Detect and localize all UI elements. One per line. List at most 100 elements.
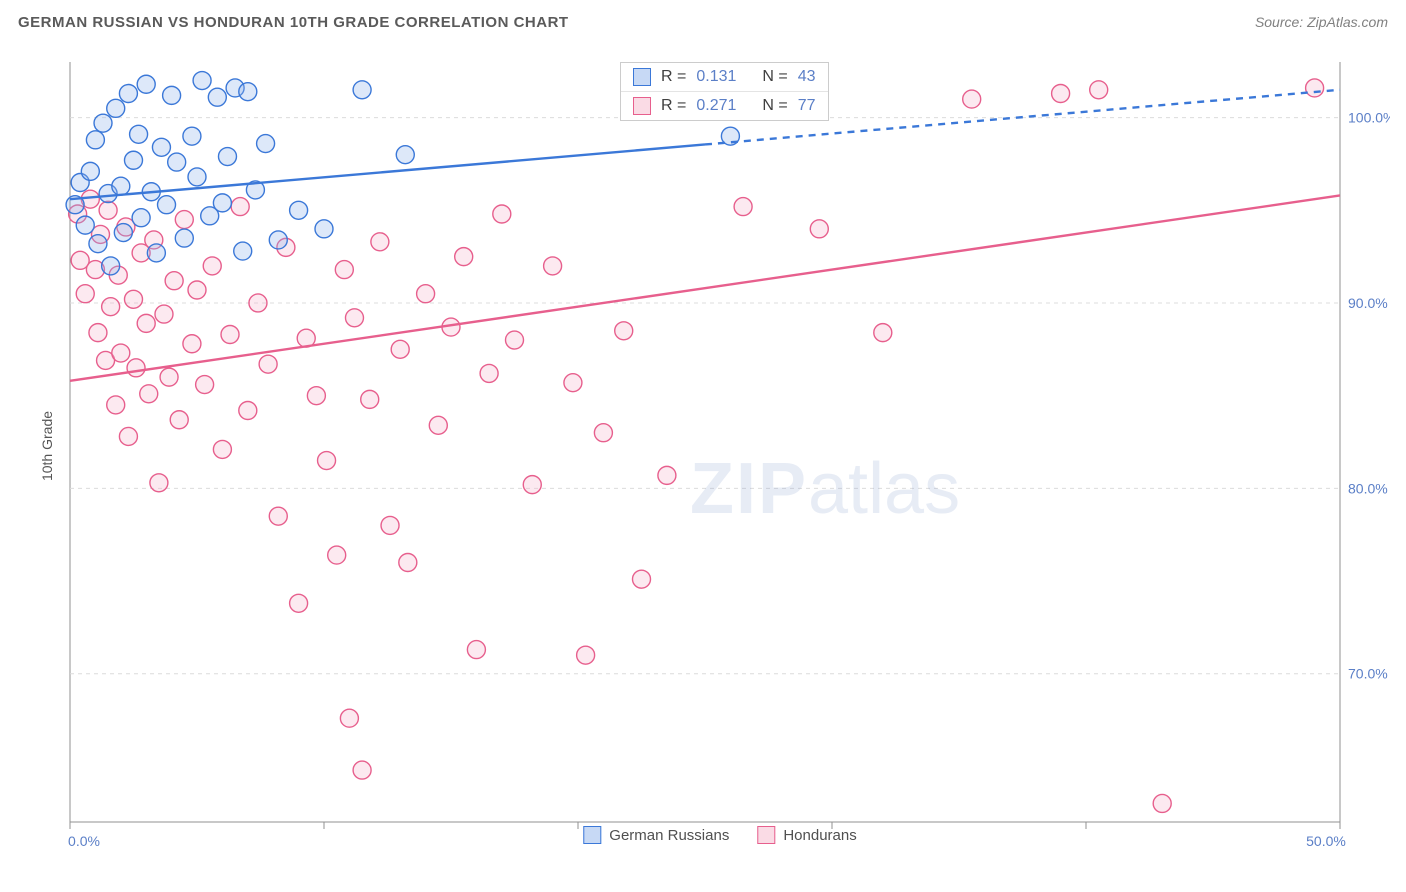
hondurans-point (140, 385, 158, 403)
hondurans-point (544, 257, 562, 275)
trendline-hondurans (70, 195, 1340, 380)
corr-r-label: R = (661, 97, 686, 115)
hondurans-point (1306, 79, 1324, 97)
hondurans-point (1153, 794, 1171, 812)
svg-text:80.0%: 80.0% (1348, 480, 1388, 496)
hondurans-point (155, 305, 173, 323)
corr-n-value-hondurans: 77 (798, 97, 816, 115)
hondurans-point (564, 374, 582, 392)
hondurans-point (213, 440, 231, 458)
hondurans-point (170, 411, 188, 429)
hondurans-point (231, 198, 249, 216)
chart-source: Source: ZipAtlas.com (1255, 14, 1388, 30)
german_russians-point (114, 224, 132, 242)
german_russians-point (152, 138, 170, 156)
hondurans-point (259, 355, 277, 373)
hondurans-point (361, 390, 379, 408)
legend-label-hondurans: Hondurans (783, 827, 856, 844)
hondurans-point (874, 324, 892, 342)
hondurans-point (307, 387, 325, 405)
hondurans-point (577, 646, 595, 664)
german_russians-point (81, 162, 99, 180)
german_russians-point (137, 75, 155, 93)
german_russians-point (315, 220, 333, 238)
german_russians-point (239, 83, 257, 101)
german_russians-point (89, 235, 107, 253)
corr-row-hondurans: R = 0.271 N = 77 (621, 91, 828, 120)
hondurans-point (89, 324, 107, 342)
german_russians-point (132, 209, 150, 227)
german_russians-point (76, 216, 94, 234)
corr-r-label: R = (661, 68, 686, 86)
corr-r-value-german_russians: 0.131 (696, 68, 736, 86)
hondurans-point (160, 368, 178, 386)
chart-header: GERMAN RUSSIAN VS HONDURAN 10TH GRADE CO… (0, 0, 1406, 44)
hondurans-point (175, 211, 193, 229)
hondurans-point (119, 427, 137, 445)
corr-n-value-german_russians: 43 (798, 68, 816, 86)
corr-n-label: N = (762, 68, 787, 86)
german_russians-point (353, 81, 371, 99)
german_russians-point (193, 72, 211, 90)
german_russians-point (396, 146, 414, 164)
legend-item-german_russians[interactable]: German Russians (583, 826, 729, 844)
hondurans-point (137, 314, 155, 332)
correlation-legend-box: R = 0.131 N = 43 R = 0.271 N = 77 (620, 62, 829, 121)
legend-item-hondurans[interactable]: Hondurans (757, 826, 856, 844)
corr-swatch-hondurans (633, 97, 651, 115)
german_russians-point (168, 153, 186, 171)
german_russians-point (94, 114, 112, 132)
hondurans-point (196, 376, 214, 394)
corr-n-label: N = (762, 97, 787, 115)
hondurans-point (810, 220, 828, 238)
corr-r-value-hondurans: 0.271 (696, 97, 736, 115)
german_russians-point (290, 201, 308, 219)
hondurans-point (249, 294, 267, 312)
german_russians-point (125, 151, 143, 169)
hondurans-point (371, 233, 389, 251)
hondurans-point (615, 322, 633, 340)
german_russians-point (130, 125, 148, 143)
svg-text:90.0%: 90.0% (1348, 295, 1388, 311)
hondurans-point (734, 198, 752, 216)
hondurans-point (381, 516, 399, 534)
hondurans-point (318, 452, 336, 470)
german_russians-point (119, 85, 137, 103)
hondurans-point (99, 201, 117, 219)
hondurans-point (506, 331, 524, 349)
hondurans-point (391, 340, 409, 358)
scatter-chart: 70.0%80.0%90.0%100.0%0.0%50.0% (50, 48, 1390, 848)
chart-area: 70.0%80.0%90.0%100.0%0.0%50.0% ZIPatlas … (50, 48, 1390, 848)
hondurans-point (417, 285, 435, 303)
german_russians-point (175, 229, 193, 247)
hondurans-point (221, 325, 239, 343)
legend-swatch-german_russians (583, 826, 601, 844)
hondurans-point (353, 761, 371, 779)
corr-swatch-german_russians (633, 68, 651, 86)
hondurans-point (340, 709, 358, 727)
german_russians-point (158, 196, 176, 214)
hondurans-point (165, 272, 183, 290)
german_russians-point (102, 257, 120, 275)
svg-text:0.0%: 0.0% (68, 833, 100, 848)
german_russians-point (218, 148, 236, 166)
svg-text:50.0%: 50.0% (1306, 833, 1346, 848)
hondurans-point (963, 90, 981, 108)
hondurans-point (480, 364, 498, 382)
hondurans-point (467, 641, 485, 659)
german_russians-point (257, 135, 275, 153)
hondurans-point (183, 335, 201, 353)
german_russians-point (112, 177, 130, 195)
hondurans-point (1090, 81, 1108, 99)
german_russians-point (234, 242, 252, 260)
german_russians-point (163, 86, 181, 104)
legend-bottom: German Russians Hondurans (583, 826, 856, 844)
hondurans-point (127, 359, 145, 377)
hondurans-point (188, 281, 206, 299)
svg-text:70.0%: 70.0% (1348, 666, 1388, 682)
hondurans-point (112, 344, 130, 362)
hondurans-point (328, 546, 346, 564)
german_russians-point (183, 127, 201, 145)
hondurans-point (493, 205, 511, 223)
hondurans-point (594, 424, 612, 442)
